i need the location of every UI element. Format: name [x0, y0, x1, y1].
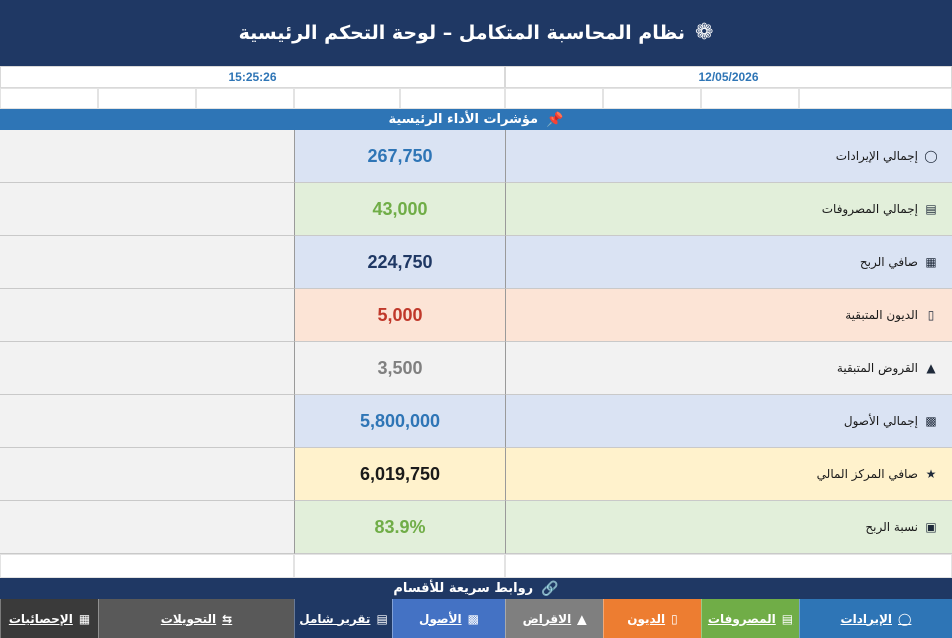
kpi-value-net-profit: 224,750: [294, 236, 505, 289]
building-icon: ▩: [925, 414, 937, 428]
grid-cell: [0, 554, 294, 578]
nav-button-debts[interactable]: ▯ الديون: [603, 599, 701, 638]
nav-button-label: الإحصائيات: [8, 611, 73, 626]
receipt-icon: ▯: [671, 611, 678, 626]
nav-button-loans[interactable]: ▲ الاقراض: [505, 599, 603, 638]
kpi-label-text: نسبة الربح: [865, 520, 918, 534]
kpi-spacer-cell: [0, 448, 294, 501]
kpi-label-revenue: ◯ إجمالي الإيرادات: [505, 130, 952, 183]
clipboard-icon: ▤: [925, 202, 937, 216]
nav-button-label: الإيرادات: [840, 611, 893, 626]
kpi-value-profit-ratio: 83.9%: [294, 501, 505, 554]
date-cell: 12/05/2026: [505, 66, 952, 88]
transfer-icon: ⇆: [222, 611, 233, 626]
nav-button-expenses[interactable]: ▤ المصروفات: [701, 599, 799, 638]
kpi-value-revenue: 267,750: [294, 130, 505, 183]
kpi-section-header: 📌 مؤشرات الأداء الرئيسية: [0, 109, 952, 130]
grid-cell: [400, 88, 505, 109]
kpi-label-assets: ▩ إجمالي الأصول: [505, 395, 952, 448]
receipt-icon: ▯: [927, 308, 935, 322]
nav-button-label: التحويلات: [160, 611, 217, 626]
grid-cell: [98, 88, 196, 109]
kpi-value-assets: 5,800,000: [294, 395, 505, 448]
links-section-title: روابط سريعة للأقسام: [393, 581, 534, 596]
pin-icon: 📌: [546, 111, 564, 128]
app-header: ❁ نظام المحاسبة المتكامل – لوحة التحكم ا…: [0, 0, 952, 66]
link-icon: 🔗: [541, 580, 559, 597]
kpi-spacer-cell: [0, 395, 294, 448]
nav-button-statistics[interactable]: ▦ الإحصائيات: [0, 599, 98, 638]
percent-box-icon: ▣: [925, 520, 937, 534]
kpi-label-text: إجمالي المصروفات: [821, 202, 918, 216]
kpi-label-text: القروض المتبقية: [836, 361, 918, 375]
page-title: نظام المحاسبة المتكامل – لوحة التحكم الر…: [238, 22, 685, 44]
kpi-label-text: إجمالي الإيرادات: [835, 149, 918, 163]
nav-button-label: تقرير شامل: [299, 611, 371, 626]
grid-cell: [799, 88, 952, 109]
kpi-spacer-cell: [0, 501, 294, 554]
kpi-value-net-position: 6,019,750: [294, 448, 505, 501]
kpi-spacer-cell: [0, 289, 294, 342]
kpi-label-profit-ratio: ▣ نسبة الربح: [505, 501, 952, 554]
grid-cell: [505, 88, 603, 109]
grid-cell: [294, 88, 400, 109]
grid-cell: [294, 554, 505, 578]
grid-cell: [603, 88, 701, 109]
kpi-value-debts: 5,000: [294, 289, 505, 342]
time-cell: 15:25:26: [0, 66, 505, 88]
chart-icon: ▦: [78, 611, 91, 626]
nav-button-label: الأصول: [419, 611, 462, 626]
nav-button-label: الاقراض: [522, 611, 572, 626]
kpi-spacer-cell: [0, 130, 294, 183]
bank-icon: ▲: [577, 611, 587, 626]
kpi-spacer-cell: [0, 342, 294, 395]
nav-button-label: المصروفات: [707, 611, 776, 626]
grid-cell: [0, 88, 98, 109]
kpi-value-loans: 3,500: [294, 342, 505, 395]
kpi-label-text: صافي الربح: [859, 255, 918, 269]
grid-cell: [505, 554, 952, 578]
gear-icon: ❁: [694, 20, 714, 45]
kpi-value-expenses: 43,000: [294, 183, 505, 236]
nav-button-assets[interactable]: ▩ الأصول: [392, 599, 505, 638]
money-bag-icon: ◯: [924, 149, 938, 163]
grid-cell: [196, 88, 294, 109]
kpi-label-net-position: ★ صافي المركز المالي: [505, 448, 952, 501]
building-icon: ▩: [467, 611, 479, 626]
star-icon: ★: [925, 467, 937, 481]
kpi-label-expenses: ▤ إجمالي المصروفات: [505, 183, 952, 236]
kpi-spacer-cell: [0, 183, 294, 236]
kpi-label-debts: ▯ الديون المتبقية: [505, 289, 952, 342]
kpi-section-title: مؤشرات الأداء الرئيسية: [388, 112, 539, 127]
grid-cell: [701, 88, 799, 109]
kpi-label-text: صافي المركز المالي: [816, 467, 918, 481]
nav-button-label: الديون: [627, 611, 666, 626]
kpi-label-loans: ▲ القروض المتبقية: [505, 342, 952, 395]
nav-button-full-report[interactable]: ▤ تقرير شامل: [294, 599, 392, 638]
bank-icon: ▲: [926, 361, 936, 375]
nav-button-revenue[interactable]: ◯ الإيرادات: [799, 599, 952, 638]
time-value: 15:25:26: [228, 70, 277, 84]
clipboard-icon: ▤: [781, 611, 794, 626]
kpi-spacer-cell: [0, 236, 294, 289]
kpi-label-text: إجمالي الأصول: [843, 414, 918, 428]
money-bag-icon: ◯: [898, 611, 912, 626]
links-section-header: 🔗 روابط سريعة للأقسام: [0, 578, 952, 599]
document-icon: ▤: [376, 611, 388, 626]
kpi-label-text: الديون المتبقية: [845, 308, 918, 322]
kpi-label-net-profit: ▦ صافي الربح: [505, 236, 952, 289]
chart-icon: ▦: [925, 255, 937, 269]
date-value: 12/05/2026: [698, 70, 759, 84]
nav-button-transfers[interactable]: ⇆ التحويلات: [98, 599, 294, 638]
